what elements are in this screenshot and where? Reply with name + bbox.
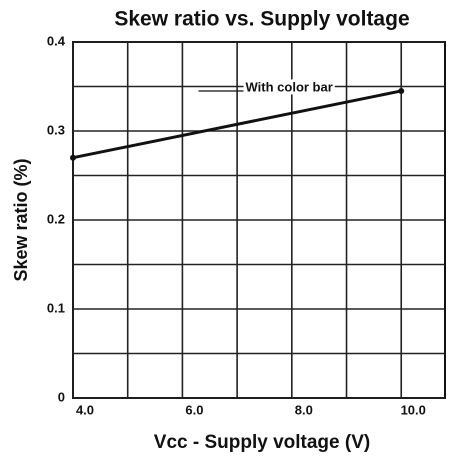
x-axis-label: Vcc - Supply voltage (V) — [154, 432, 370, 453]
y-tick-label: 0 — [58, 389, 65, 404]
x-tick-label: 8.0 — [295, 402, 313, 417]
series-line — [72, 89, 402, 160]
chart-title: Skew ratio vs. Supply voltage — [114, 8, 409, 31]
y-tick-label: 0.3 — [47, 122, 65, 137]
data-point — [70, 154, 76, 161]
y-tick-label: 0.2 — [47, 211, 65, 226]
x-tick-label: 4.0 — [76, 402, 94, 417]
y-tick-label: 0.1 — [47, 300, 65, 315]
y-tick-label: 0.4 — [47, 33, 66, 48]
x-tick-label: 6.0 — [185, 402, 203, 417]
y-axis-label: Skew ratio (%) — [11, 158, 31, 281]
data-point — [398, 87, 405, 94]
x-tick-label: 10.0 — [401, 402, 426, 417]
series-label: With color bar — [246, 79, 333, 94]
label-bg — [243, 79, 335, 95]
